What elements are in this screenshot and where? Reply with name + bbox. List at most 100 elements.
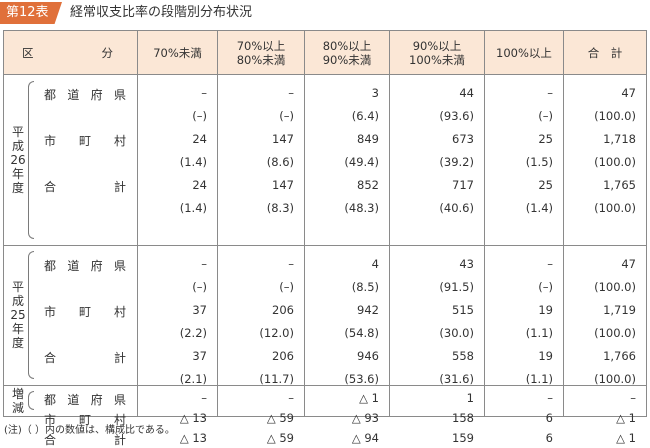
row-label: 市町村 xyxy=(44,411,126,428)
cell-value: (2.1) xyxy=(179,372,207,386)
cell-value: (93.6) xyxy=(439,109,474,123)
cell-value: (8.6) xyxy=(266,155,294,169)
cell-value: △ 94 xyxy=(351,431,379,445)
cell-value: (53.6) xyxy=(344,372,379,386)
row-label-char: 計 xyxy=(113,180,126,194)
cell-value: 24 xyxy=(192,178,207,192)
cell-value: 717 xyxy=(452,178,474,192)
row-label: 都道府県 xyxy=(44,86,126,103)
cell-value: – xyxy=(201,257,207,271)
cell-value: 849 xyxy=(357,132,379,146)
cell-value: (54.8) xyxy=(344,326,379,340)
cell-value: (12.0) xyxy=(259,326,294,340)
cell-value: 147 xyxy=(272,132,294,146)
cell-value: 206 xyxy=(272,349,294,363)
row-label-char: 都 xyxy=(44,259,57,273)
row-label-char: 市 xyxy=(44,413,57,427)
cell-value: – xyxy=(547,86,553,100)
cell-value: (6.4) xyxy=(351,109,379,123)
cell-value: 558 xyxy=(452,349,474,363)
row-label-char: 市 xyxy=(44,305,57,319)
cell-value: (49.4) xyxy=(344,155,379,169)
row-label-char: 県 xyxy=(113,88,126,102)
cell-value: – xyxy=(201,391,207,405)
row-label-char: 府 xyxy=(90,393,103,407)
row-label-char: 県 xyxy=(113,259,126,273)
row-label-char: 村 xyxy=(113,305,126,319)
group-bracket xyxy=(28,391,34,410)
group-bracket xyxy=(28,251,34,379)
cell-value: (–) xyxy=(538,280,553,294)
cell-value: (–) xyxy=(192,109,207,123)
cell-value: – xyxy=(288,257,294,271)
cell-value: 37 xyxy=(192,303,207,317)
cell-value: 942 xyxy=(357,303,379,317)
distribution-table: 区分 70%未満 70%以上 80%未満 80%以上 90%未満 90%以上 100%未… xyxy=(3,30,647,447)
group-label: 平成25年度 xyxy=(10,280,26,350)
row-label-char: 町 xyxy=(78,134,91,148)
row-label: 合計 xyxy=(44,349,126,366)
cell-value: (–) xyxy=(192,280,207,294)
row-label-char: 道 xyxy=(67,259,80,273)
cell-value: 159 xyxy=(452,431,474,445)
row-label: 市町村 xyxy=(44,303,126,320)
table-number-badge: 第12表 xyxy=(0,2,62,24)
row-label-char: 村 xyxy=(113,413,126,427)
cell-value: – xyxy=(547,391,553,405)
cell-value: (8.5) xyxy=(351,280,379,294)
column-header: 合 計 xyxy=(563,31,646,74)
cell-value: (1.4) xyxy=(179,155,207,169)
cell-value: (30.0) xyxy=(439,326,474,340)
column-header: 80%以上 90%未満 xyxy=(304,31,389,74)
cell-value: 147 xyxy=(272,178,294,192)
row-label-char: 県 xyxy=(113,393,126,407)
cell-value: 37 xyxy=(192,349,207,363)
footnote: (注)（ ）内の数値は、構成比である。 xyxy=(4,425,175,436)
row-label-char: 合 xyxy=(44,180,57,194)
cell-value: (91.5) xyxy=(439,280,474,294)
cell-value: (1.1) xyxy=(525,326,553,340)
cell-value: (100.0) xyxy=(594,326,636,340)
cell-value: – xyxy=(288,86,294,100)
cell-value: 673 xyxy=(452,132,474,146)
cell-value: (11.7) xyxy=(259,372,294,386)
cell-value: 1,766 xyxy=(603,349,636,363)
cell-value: – xyxy=(547,257,553,271)
cell-value: (–) xyxy=(279,109,294,123)
row-label-char: 計 xyxy=(113,351,126,365)
cell-value: (31.6) xyxy=(439,372,474,386)
cell-value: (100.0) xyxy=(594,109,636,123)
row-label: 市町村 xyxy=(44,132,126,149)
group-label: 増減 xyxy=(11,386,24,415)
row-label: 都道府県 xyxy=(44,257,126,274)
cell-value: 1,765 xyxy=(603,178,636,192)
cell-value: (39.2) xyxy=(439,155,474,169)
cell-value: 25 xyxy=(538,132,553,146)
table-column-header: 区分 70%未満 70%以上 80%未満 80%以上 90%未満 90%以上 100%未… xyxy=(4,31,646,75)
cell-value: 43 xyxy=(459,257,474,271)
cell-value: 1,718 xyxy=(603,132,636,146)
column-header: 70%未満 xyxy=(137,31,217,74)
cell-value: (100.0) xyxy=(594,280,636,294)
cell-value: 25 xyxy=(538,178,553,192)
cell-value: 44 xyxy=(459,86,474,100)
cell-value: 515 xyxy=(452,303,474,317)
column-header-category-left: 区 xyxy=(22,45,34,60)
cell-value: (8.3) xyxy=(266,201,294,215)
row-label-char: 村 xyxy=(113,134,126,148)
cell-value: 1 xyxy=(466,391,474,405)
row-label-char: 町 xyxy=(78,413,91,427)
section-divider xyxy=(4,245,646,246)
table-header-bar: 第12表 経常収支比率の段階別分布状況 xyxy=(0,0,650,26)
row-label-char: 府 xyxy=(90,88,103,102)
cell-value: 206 xyxy=(272,303,294,317)
cell-value: (100.0) xyxy=(594,201,636,215)
cell-value: – xyxy=(630,391,636,405)
cell-value: (–) xyxy=(279,280,294,294)
table-title: 経常収支比率の段階別分布状況 xyxy=(70,5,253,20)
cell-value: (2.2) xyxy=(179,326,207,340)
cell-value: △ 13 xyxy=(179,411,207,425)
cell-value: △ 1 xyxy=(616,411,636,425)
row-label-char: 都 xyxy=(44,88,57,102)
row-label-char: 道 xyxy=(67,88,80,102)
